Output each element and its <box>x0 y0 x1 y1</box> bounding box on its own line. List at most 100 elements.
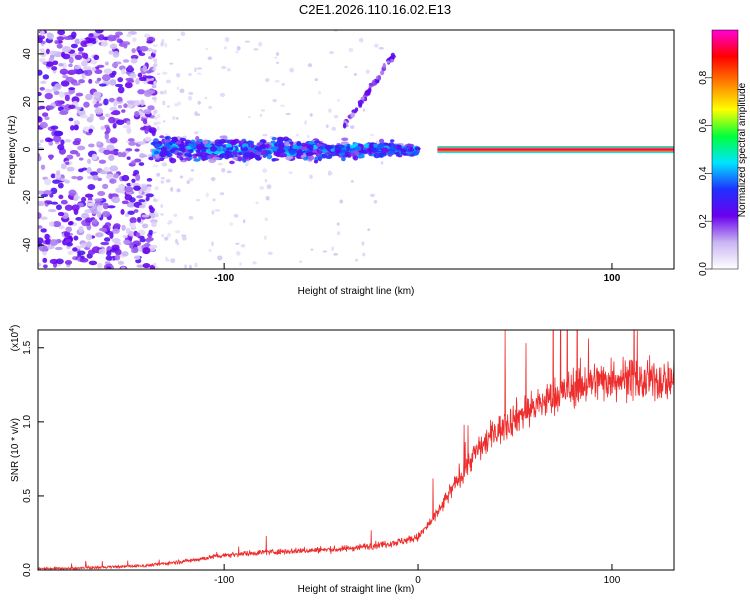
noise-blob <box>147 105 155 111</box>
noise-blob <box>47 32 54 40</box>
faint-blob <box>325 124 329 129</box>
noise-blob <box>57 144 65 151</box>
noise-blob <box>145 196 150 202</box>
faint-blob <box>295 133 300 137</box>
band-blob <box>271 136 277 141</box>
harmonic-blob <box>375 79 380 84</box>
band-blob <box>313 140 321 144</box>
noise-blob <box>44 233 50 240</box>
faint-blob <box>166 105 171 108</box>
noise-blob <box>120 266 126 269</box>
faint-blob <box>288 171 293 174</box>
faint-blob <box>380 161 384 165</box>
noise-blob <box>73 124 79 131</box>
harmonic-blob <box>342 122 347 129</box>
noise-blob <box>38 69 43 76</box>
faint-blob <box>339 199 344 204</box>
noise-blob <box>111 196 121 204</box>
noise-blob <box>144 136 152 142</box>
noise-blob <box>38 225 43 229</box>
harmonic-blob <box>368 82 374 86</box>
noise-blob <box>131 160 137 165</box>
noise-blob <box>139 154 148 158</box>
noise-blob <box>147 56 154 60</box>
band-blob <box>169 157 177 164</box>
noise-blob <box>109 79 117 86</box>
noise-blob <box>134 110 140 118</box>
faint-blob <box>336 231 341 236</box>
noise-blob <box>133 255 141 260</box>
faint-blob <box>280 104 285 107</box>
noise-blob <box>97 34 105 41</box>
faint-blob <box>236 251 241 256</box>
noise-blob <box>116 96 123 102</box>
noise-blob <box>112 228 120 234</box>
band-blob <box>338 144 345 149</box>
noise-blob <box>38 190 46 195</box>
noise-blob <box>117 260 125 265</box>
faint-blob <box>186 180 190 185</box>
faint-blob <box>179 88 185 94</box>
noise-blob <box>142 65 148 72</box>
noise-blob <box>111 62 119 68</box>
snr-x-tick-label: 0 <box>415 575 421 586</box>
noise-blob <box>99 115 106 121</box>
faint-blob <box>378 47 385 50</box>
noise-blob <box>121 251 129 257</box>
noise-blob <box>129 73 137 79</box>
noise-blob <box>127 138 135 142</box>
noise-blob <box>139 204 146 209</box>
noise-blob <box>87 175 93 180</box>
noise-blob <box>48 208 57 213</box>
band-blob <box>159 152 167 158</box>
noise-blob <box>113 172 120 179</box>
noise-blob <box>74 106 82 110</box>
noise-blob <box>38 106 43 110</box>
noise-blob <box>85 209 92 213</box>
faint-blob <box>336 222 340 226</box>
spectrogram-x-tick-label: 100 <box>604 273 621 284</box>
faint-blob <box>196 67 203 70</box>
noise-blob <box>144 128 149 134</box>
band-blob <box>195 136 200 141</box>
noise-blob <box>123 103 128 109</box>
noise-blob <box>79 114 88 119</box>
band-blob <box>352 154 359 161</box>
noise-blob <box>50 187 58 195</box>
noise-blob <box>49 258 59 265</box>
noise-blob <box>91 153 98 161</box>
noise-blob <box>103 237 111 242</box>
noise-blob <box>108 50 113 55</box>
noise-blob <box>129 217 137 224</box>
band-blob <box>276 148 283 154</box>
band-blob <box>340 149 348 153</box>
noise-blob <box>76 175 84 181</box>
noise-blob <box>142 262 151 269</box>
faint-blob <box>180 31 186 37</box>
noise-blob <box>109 178 117 184</box>
band-blob <box>308 155 315 161</box>
faint-blob <box>307 63 313 68</box>
colorbar-tick-label: 0.4 <box>698 166 709 180</box>
band-blob <box>171 147 180 151</box>
noise-blob <box>70 43 78 49</box>
noise-blob <box>68 189 77 197</box>
noise-blob <box>40 80 47 85</box>
noise-blob <box>120 208 125 215</box>
faint-blob <box>314 78 319 82</box>
noise-blob <box>94 103 103 107</box>
noise-blob <box>39 139 44 143</box>
noise-blob <box>66 166 75 172</box>
noise-blob <box>89 113 94 120</box>
band-blob <box>212 156 220 161</box>
band-blob <box>165 143 171 150</box>
faint-blob <box>188 177 194 182</box>
faint-blob <box>274 79 280 83</box>
noise-blob <box>58 225 65 230</box>
noise-blob <box>71 175 78 180</box>
harmonic-blob <box>380 70 385 76</box>
band-blob <box>200 148 207 153</box>
faint-blob <box>365 69 370 74</box>
noise-blob <box>57 30 66 36</box>
noise-blob <box>109 43 118 50</box>
